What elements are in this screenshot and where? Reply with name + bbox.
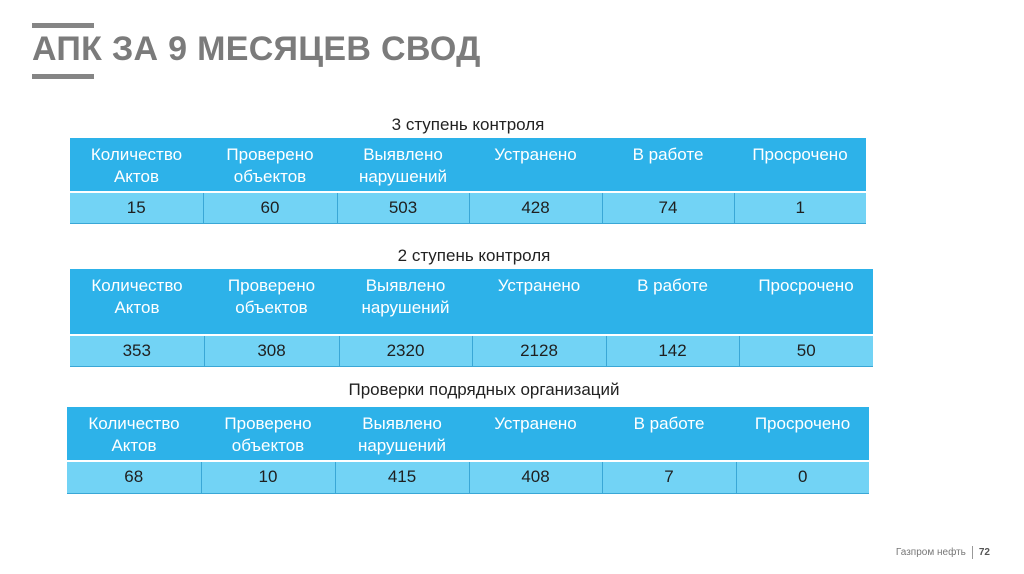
header-acts: Количество Актов: [70, 269, 204, 335]
table-row: 68 10 415 408 7 0: [67, 460, 869, 494]
page-title: АПК ЗА 9 МЕСЯЦЕВ СВОД: [32, 30, 481, 68]
table-caption-stage2: 2 ступень контроля: [397, 246, 551, 265]
header-acts: Количество Актов: [70, 138, 203, 192]
footer: Газпром нефть 72: [896, 546, 990, 559]
cell-overdue: 0: [735, 460, 869, 494]
cell-in-progress: 142: [605, 334, 739, 367]
header-in-progress: В работе: [602, 138, 734, 192]
cell-fixed: 428: [468, 191, 602, 224]
table-header-row: Количество Актов Проверено объектов Выявле…: [67, 407, 869, 461]
cell-checked: 10: [200, 460, 335, 494]
header-overdue: Просрочено: [736, 407, 869, 461]
table-row: 353 308 2320 2128 142 50: [70, 334, 873, 367]
header-violations: Выявлено нарушений: [335, 407, 469, 461]
contractors-table: Количество Актов Проверено объектов Выявле…: [67, 407, 869, 494]
cell-overdue: 1: [733, 191, 866, 224]
cell-fixed: 408: [468, 460, 602, 494]
header-checked: Проверено объектов: [203, 138, 337, 192]
footer-company: Газпром нефть: [895, 547, 966, 558]
header-fixed: Устранено: [469, 407, 602, 461]
cell-checked: 60: [202, 191, 337, 224]
title-accent-bar-bottom: [32, 74, 94, 79]
stage3-table: Количество Актов Проверено объектов Выявле…: [70, 138, 866, 224]
header-fixed: Устранено: [469, 138, 602, 192]
header-overdue: Просрочено: [739, 269, 873, 335]
cell-acts: 353: [70, 334, 204, 367]
header-in-progress: В работе: [602, 407, 736, 461]
header-violations: Выявлено нарушений: [337, 138, 469, 192]
cell-acts: 15: [70, 191, 203, 224]
table-header-row: Количество Актов Проверено объектов Выявле…: [70, 138, 866, 192]
header-acts: Количество Актов: [67, 407, 201, 461]
cell-in-progress: 74: [601, 191, 734, 224]
table-row: 15 60 503 428 74 1: [70, 191, 866, 224]
header-overdue: Просрочено: [734, 138, 866, 192]
cell-violations: 503: [336, 191, 469, 224]
cell-checked: 308: [203, 334, 339, 367]
header-violations: Выявлено нарушений: [339, 269, 472, 335]
cell-overdue: 50: [738, 334, 873, 367]
cell-fixed: 2128: [471, 334, 606, 367]
table-caption-stage3: 3 ступень контроля: [391, 115, 545, 134]
header-checked: Проверено объектов: [204, 269, 339, 335]
cell-violations: 415: [334, 460, 469, 494]
table-header-row: Количество Актов Проверено объектов Выявле…: [70, 269, 873, 335]
header-checked: Проверено объектов: [201, 407, 335, 461]
table-caption-contractors: Проверки подрядных организаций: [348, 380, 620, 399]
cell-acts: 68: [67, 460, 201, 494]
stage2-table: Количество Актов Проверено объектов Выявле…: [70, 269, 873, 367]
page-number: 72: [978, 547, 990, 558]
cell-in-progress: 7: [601, 460, 736, 494]
cell-violations: 2320: [338, 334, 472, 367]
header-fixed: Устранено: [472, 269, 606, 335]
header-in-progress: В работе: [606, 269, 739, 335]
title-accent-bar-top: [32, 23, 94, 28]
footer-separator: [971, 546, 973, 559]
